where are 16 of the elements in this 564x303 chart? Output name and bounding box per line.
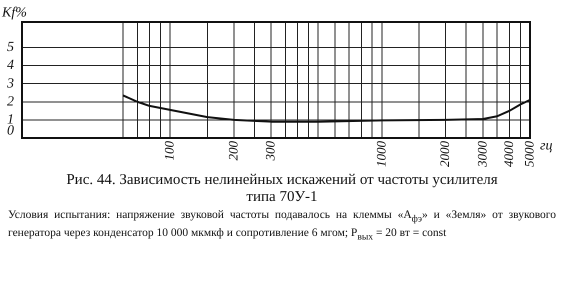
x-tick-label: 2000 [437,140,452,167]
y-tick-label: 3 [6,76,14,92]
y-axis-title: Kf% [1,6,27,21]
x-tick-label: 100 [162,140,176,160]
x-tick-label: 4000 [500,140,516,167]
x-tick-label: 5000 [521,140,536,167]
x-tick-label: 200 [225,140,240,160]
y-tick-label: 2 [7,94,14,110]
y-tick-label: 5 [7,40,14,56]
x-axis-title: гц [540,138,552,154]
x-tick-label: 300 [262,140,278,162]
x-tick-label: 3000 [474,140,490,168]
text: Рис. 44. Зависимость нелинейных искажений от частоты усилителя типа 70У-1 [65,172,499,206]
text: Условия испытания: напряжение звуковой частоты подавалось на клеммы «А$_{фэ}$» и «Земля» от звукового генератора через конденсатор 10 000 мкмкф и сопротивление 6 мгом; P$_{вых}$ = 20 вт = const [8,209,556,243]
y-tick-label: 4 [7,58,14,74]
x-tick-label: 1000 [373,140,388,167]
